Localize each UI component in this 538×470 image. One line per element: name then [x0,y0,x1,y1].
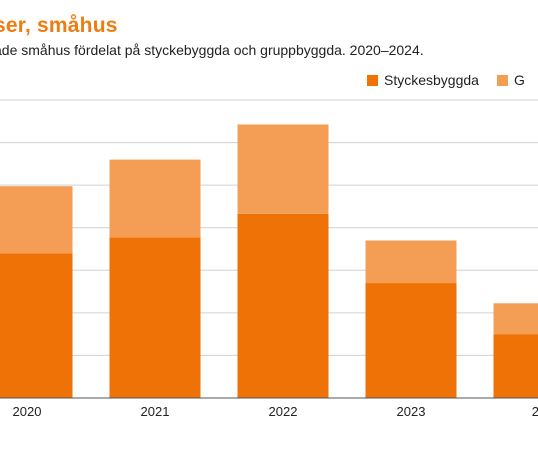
legend: Styckesbyggda G [367,72,538,88]
x-tick-label: 2020 [13,404,42,419]
legend-item-gruppbyggda: G [496,72,525,88]
bar-2023-styckesbyggda [365,283,457,398]
x-tick-label: 2023 [397,404,426,419]
x-tick-label: 20 [532,404,538,419]
chart-title: ser, småhus [0,14,118,37]
chart-subtitle: ade småhus fördelat på styckebyggda och … [0,42,424,58]
x-tick-label: 2021 [141,404,170,419]
legend-item-styckesbyggda: Styckesbyggda [367,72,479,88]
bar-2024-styckesbyggda [493,334,538,398]
legend-swatch-styckesbyggda [367,74,378,86]
bar-2020-gruppbyggda [0,186,73,254]
bar-2021-styckesbyggda [109,237,201,398]
bar-2021-gruppbyggda [109,159,201,238]
bar-2024-gruppbyggda [493,303,538,335]
bar-2020-styckesbyggda [0,253,73,398]
legend-label-gruppbyggda: G [513,72,525,88]
bar-2022-gruppbyggda [237,124,329,214]
bar-2022-styckesbyggda [237,213,329,398]
bar-2023-gruppbyggda [365,240,457,284]
legend-label-styckesbyggda: Styckesbyggda [384,72,479,88]
legend-swatch-gruppbyggda [496,74,508,86]
x-tick-label: 2022 [269,404,298,419]
